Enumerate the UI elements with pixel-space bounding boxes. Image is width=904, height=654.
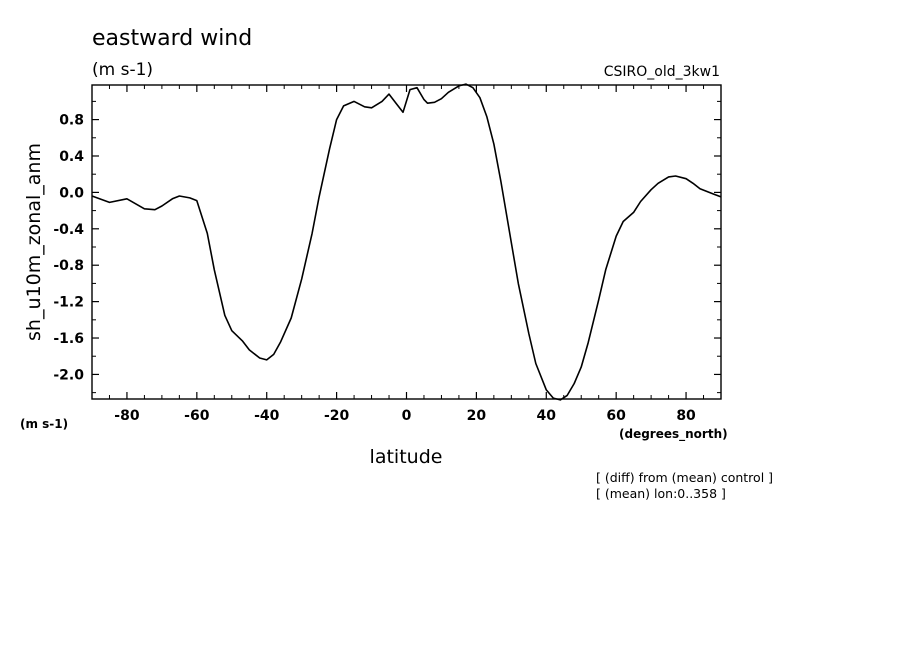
footnote-diff: [ (diff) from (mean) control ] [596,470,773,485]
x-tick-label: 20 [467,408,487,424]
plot-area [91,84,722,400]
y-units-label: (m s-1) [20,417,68,431]
x-tick-label: 80 [676,408,696,424]
x-axis: -80 -60 -40 -20 0 20 40 60 80 [91,85,722,424]
y-tick-label: -1.2 [53,295,84,311]
x-axis-label: latitude [370,446,443,468]
footnote-mean: [ (mean) lon:0..358 ] [596,486,726,501]
y-axis-label: sh_u10m_zonal_anm [23,143,45,341]
x-tick-label: -40 [254,408,280,424]
y-tick-label: -0.8 [53,258,84,274]
y-tick-label: 0.0 [59,185,84,201]
chart-units: (m s-1) [92,60,153,80]
x-tick-label: 60 [606,408,626,424]
x-tick-label: -20 [324,408,350,424]
x-units-label: (degrees_north) [619,427,728,442]
y-tick-label: -0.4 [53,222,84,238]
model-label: CSIRO_old_3kw1 [604,64,720,80]
x-tick-label: -80 [114,408,140,424]
y-axis: 0.8 0.4 0.0 -0.4 -0.8 -1.2 -1.6 -2.0 [53,100,721,394]
y-tick-label: 0.4 [59,149,84,165]
x-tick-label: 40 [537,408,557,424]
y-tick-label: -2.0 [53,367,84,383]
x-tick-label: -60 [184,408,210,424]
plot-frame [91,84,722,400]
series-group [91,83,722,401]
series-line [91,83,722,401]
y-tick-label: 0.8 [59,113,84,129]
chart-title: eastward wind [92,26,252,51]
x-tick-label: 0 [402,408,412,424]
y-tick-label: -1.6 [53,331,84,347]
